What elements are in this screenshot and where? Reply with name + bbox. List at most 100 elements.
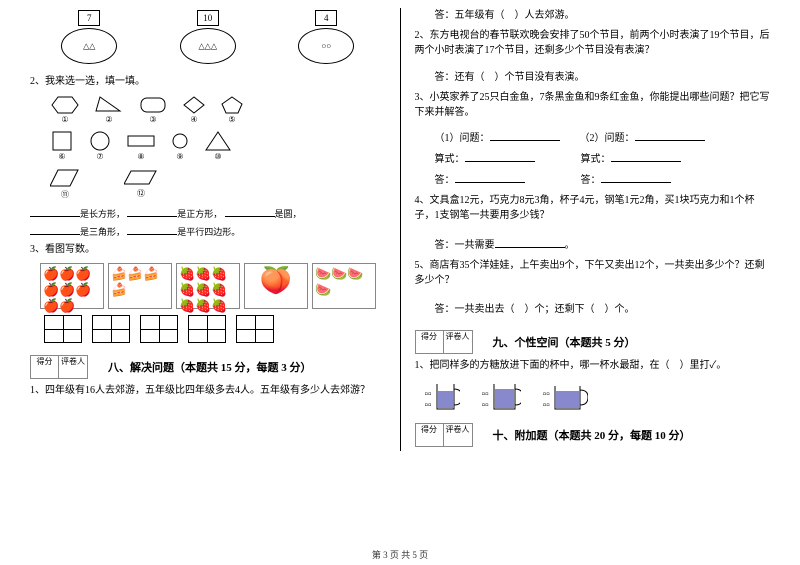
question-9-1: 1、把同样多的方糖放进下面的杯中，哪一杯水最甜，在（ ）里打✓。	[415, 358, 771, 373]
score-box: 得分 评卷人	[415, 330, 473, 354]
shapes-area: ① ② ③ ④ ⑤ ⑥ ⑦ ⑧ ⑨ ⑩ ⑪ ⑫	[50, 95, 386, 200]
shape-row-3: ⑪ ⑫	[50, 167, 386, 200]
oval-shape: ○○	[298, 28, 354, 64]
problem-1: （1）问题：	[435, 130, 560, 147]
calc-row: 算式： 算式：	[435, 151, 771, 168]
answer-1: 答：五年级有（ ）人去郊游。	[435, 8, 771, 24]
score-label: 得分	[31, 356, 59, 378]
diamond-shape: ④	[182, 95, 206, 124]
oval-3: 4 ○○	[298, 10, 354, 64]
cup-3: ▫▫▫▫	[543, 383, 588, 411]
shape-label: ⑥	[58, 152, 65, 161]
shape-label: ①	[61, 115, 68, 124]
parallelogram-shape: ⑪	[50, 167, 80, 200]
number-box: 10	[197, 10, 219, 26]
blank[interactable]	[601, 172, 671, 183]
score-row-9: 得分 评卷人 九、个性空间（本题共 5 分）	[415, 330, 771, 354]
score-row-10: 得分 评卷人 十、附加题（本题共 20 分，每题 10 分）	[415, 423, 771, 447]
blank[interactable]	[455, 172, 525, 183]
shape-label: ⑨	[176, 152, 183, 161]
peach-cell: 🍑	[244, 263, 308, 309]
rect-shape: ⑧	[126, 130, 156, 161]
cross-box[interactable]	[44, 315, 82, 343]
blank[interactable]	[30, 206, 80, 217]
calc-2: 算式：	[581, 151, 681, 168]
problem-2: （2）问题：	[580, 130, 705, 147]
oval-content: △△△	[199, 42, 217, 51]
section-9-title: 九、个性空间（本题共 5 分）	[493, 334, 636, 350]
shape-label: ⑩	[214, 152, 221, 161]
circle-shape: ⑨	[170, 130, 190, 161]
ans-row: 答： 答：	[435, 172, 771, 189]
shape-label: ②	[105, 115, 112, 124]
shape-label: ⑧	[137, 152, 144, 161]
section-10-title: 十、附加题（本题共 20 分，每题 10 分）	[493, 427, 691, 443]
section-8-title: 八、解决问题（本题共 15 分，每题 3 分）	[108, 359, 312, 375]
sugar-icon: ▫▫▫▫	[425, 389, 432, 411]
pentagon-shape: ⑤	[220, 95, 244, 124]
shape-row-1: ① ② ③ ④ ⑤	[50, 95, 386, 124]
shape-row-2: ⑥ ⑦ ⑧ ⑨ ⑩	[50, 130, 386, 161]
blank[interactable]	[127, 224, 177, 235]
fill-line-2: 是三角形， 是平行四边形。	[30, 224, 386, 238]
cross-box[interactable]	[140, 315, 178, 343]
question-8-1: 1、四年级有16人去郊游，五年级比四年级多去4人。五年级有多少人去郊游？	[30, 383, 386, 398]
ans-1: 答：	[435, 172, 525, 189]
cup-1: ▫▫▫▫	[425, 381, 460, 411]
cross-box[interactable]	[236, 315, 274, 343]
blank[interactable]	[465, 151, 535, 162]
problem-row: （1）问题： （2）问题：	[435, 130, 771, 147]
fill-line-1: 是长方形， 是正方形， 是圆，	[30, 206, 386, 220]
oval-content: ○○	[321, 42, 331, 51]
apples-cell: 🍎🍎🍎🍎🍎🍎🍎🍎	[40, 263, 104, 309]
answer-2: 答：还有（ ）个节目没有表演。	[435, 70, 771, 86]
blank[interactable]	[490, 130, 560, 141]
ans-2: 答：	[581, 172, 671, 189]
oval-content: △△	[83, 42, 95, 51]
triangle-shape: ⑩	[204, 130, 232, 161]
blank[interactable]	[127, 206, 177, 217]
rounded-rect-shape: ③	[138, 95, 168, 124]
shape-label: ⑫	[137, 188, 145, 199]
answer-5: 答：一共卖出去（ ）个；还剩下（ ）个。	[435, 302, 771, 318]
answer-boxes	[44, 315, 386, 343]
square-shape: ⑥	[50, 130, 74, 161]
right-column: 答：五年级有（ ）人去郊游。 2、东方电视台的春节联欢晚会安排了50个节目，前两…	[405, 8, 781, 451]
question-r3: 3、小英家养了25只白金鱼，7条黑金鱼和9条红金鱼，你能提出哪些问题？把它写下来…	[415, 90, 771, 120]
cup-icon	[552, 383, 588, 411]
score-box: 得分 评卷人	[415, 423, 473, 447]
question-r2: 2、东方电视台的春节联欢晚会安排了50个节目，前两个小时表演了19个节目，后两个…	[415, 28, 771, 58]
cross-box[interactable]	[188, 315, 226, 343]
cup-2: ▫▫▫▫	[482, 381, 521, 411]
question-2: 2、我来选一选，填一填。	[30, 74, 386, 89]
sugar-icon: ▫▫▫▫	[482, 389, 489, 411]
answer-4: 答：一共需要。	[435, 237, 771, 254]
blank[interactable]	[635, 130, 705, 141]
cup-icon	[434, 381, 460, 411]
grader-label: 评卷人	[444, 424, 472, 446]
oval-1: 7 △△	[61, 10, 117, 64]
shape-label: ⑪	[61, 189, 69, 200]
oval-shape: △△	[61, 28, 117, 64]
score-label: 得分	[416, 331, 444, 353]
column-divider	[400, 8, 401, 451]
ovals-row: 7 △△ 10 △△△ 4 ○○	[30, 10, 386, 64]
sugar-icon: ▫▫▫▫	[543, 389, 550, 411]
oval-shape: △△△	[180, 28, 236, 64]
hexagon-shape: ①	[50, 95, 80, 124]
page-footer: 第 3 页 共 5 页	[0, 548, 800, 561]
cross-box[interactable]	[92, 315, 130, 343]
text: 是平行四边形。	[177, 227, 240, 237]
question-3: 3、看图写数。	[30, 242, 386, 257]
blank[interactable]	[225, 206, 275, 217]
grader-label: 评卷人	[59, 356, 87, 378]
text: 是三角形，	[80, 227, 125, 237]
blank[interactable]	[30, 224, 80, 235]
triangle-shape: ②	[94, 95, 124, 124]
grader-label: 评卷人	[444, 331, 472, 353]
question-r4: 4、文具盒12元，巧克力8元3角，杯子4元，钢笔1元2角，买1块巧克力和1个杯子…	[415, 193, 771, 223]
score-label: 得分	[416, 424, 444, 446]
shape-label: ⑦	[96, 152, 103, 161]
blank[interactable]	[495, 237, 565, 248]
blank[interactable]	[611, 151, 681, 162]
